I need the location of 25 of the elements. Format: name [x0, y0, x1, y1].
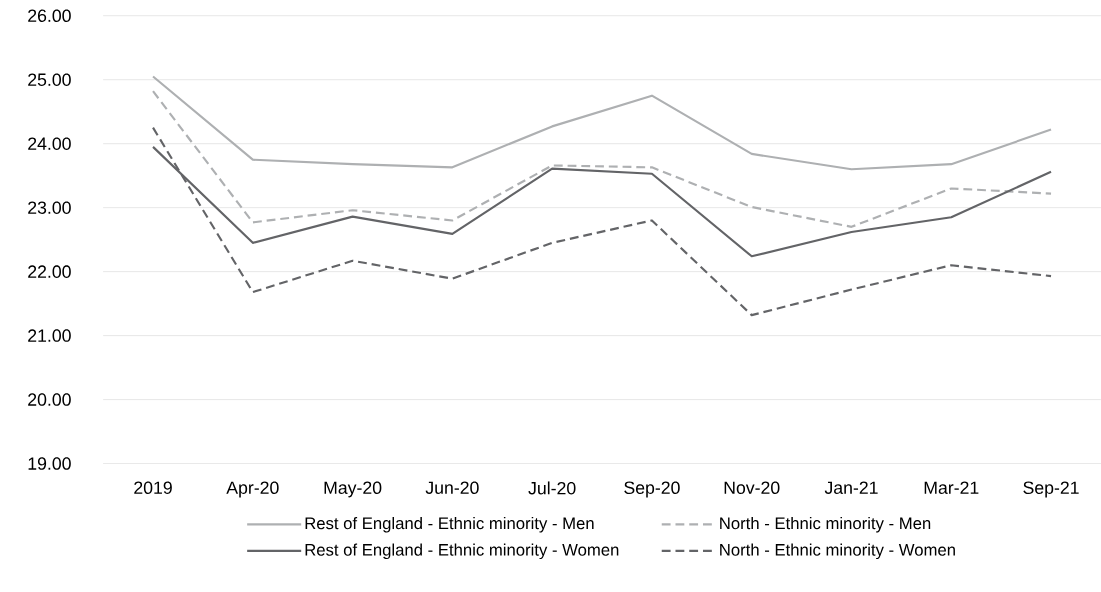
x-tick-label: Jun-20	[425, 481, 479, 494]
x-tick-label: May-20	[324, 481, 382, 498]
x-tick-label: Sep-21	[1023, 481, 1079, 498]
line-series	[151, 90, 1053, 228]
x-tick-label: Apr-20	[226, 481, 279, 498]
y-tick-label: 19.00	[28, 457, 71, 470]
line-series	[151, 75, 1053, 171]
x-tick-label: 2019	[134, 481, 172, 494]
line-series	[151, 126, 1053, 317]
x-tick-label: Jan-21	[824, 481, 878, 494]
legend-label: North - Ethnic minority - Men	[720, 516, 931, 533]
y-tick-label: 21.00	[28, 329, 71, 342]
y-tick-label: 23.00	[28, 201, 71, 214]
y-tick-label: 22.00	[28, 265, 71, 278]
legend-label: North - Ethnic minority - Women	[720, 543, 955, 559]
y-tick-label: 26.00	[28, 9, 71, 22]
legend-label: Rest of England - Ethnic minority - Men	[305, 516, 594, 533]
y-tick-label: 25.00	[28, 73, 71, 86]
y-tick-label: 24.00	[28, 137, 71, 150]
x-tick-label: Mar-21	[924, 481, 979, 494]
x-tick-label: Jul-20	[528, 481, 576, 495]
legend-label: Rest of England - Ethnic minority - Women	[305, 543, 619, 559]
x-tick-label: Sep-20	[624, 481, 680, 498]
y-tick-label: 20.00	[28, 393, 71, 406]
x-tick-label: Nov-20	[724, 481, 780, 494]
